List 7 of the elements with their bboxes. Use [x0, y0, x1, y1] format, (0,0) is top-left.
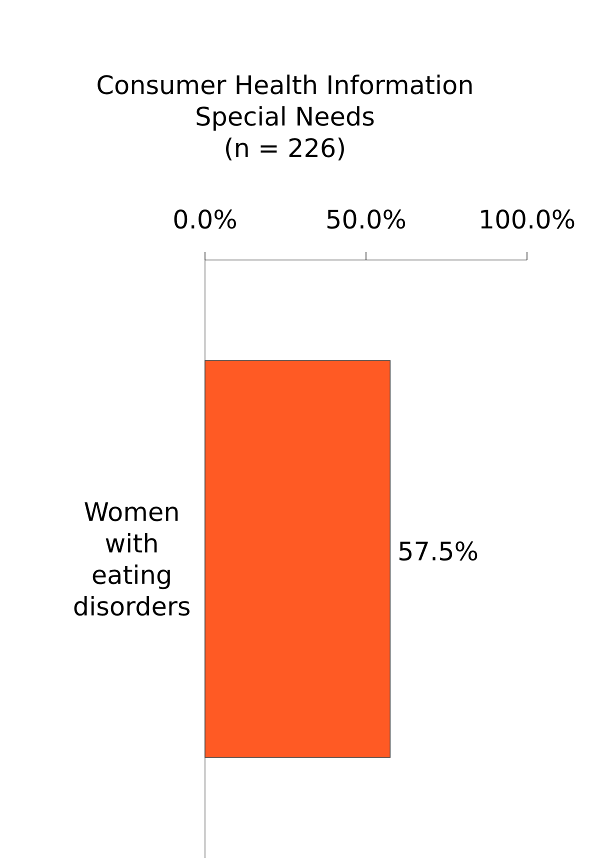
chart-title: Consumer Health Information Special Needs	[98, 74, 472, 131]
x-tick-label: 100.0%	[481, 210, 574, 229]
x-tick-label: 50.0%	[327, 210, 406, 229]
chart-subtitle: (n = 226)	[226, 138, 344, 160]
data-label: 57.5%	[400, 541, 478, 561]
y-tick-label: Women with eating disorders	[74, 502, 190, 616]
x-tick-label: 0.0%	[174, 210, 236, 229]
